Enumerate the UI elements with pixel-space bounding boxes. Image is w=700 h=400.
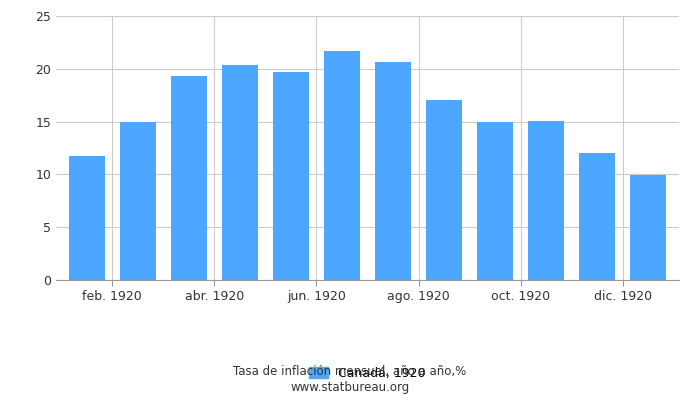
Bar xyxy=(426,100,462,280)
Bar xyxy=(273,72,309,280)
Bar xyxy=(69,156,104,280)
Bar xyxy=(324,51,360,280)
Legend: Canadá, 1920: Canadá, 1920 xyxy=(304,362,430,385)
Bar xyxy=(120,122,155,280)
Text: www.statbureau.org: www.statbureau.org xyxy=(290,382,410,394)
Bar xyxy=(171,76,206,280)
Bar xyxy=(580,153,615,280)
Bar xyxy=(477,122,513,280)
Bar xyxy=(631,176,666,280)
Text: Tasa de inflación mensual, año a año,%: Tasa de inflación mensual, año a año,% xyxy=(233,366,467,378)
Bar xyxy=(375,62,411,280)
Bar xyxy=(528,120,564,280)
Bar xyxy=(222,64,258,280)
